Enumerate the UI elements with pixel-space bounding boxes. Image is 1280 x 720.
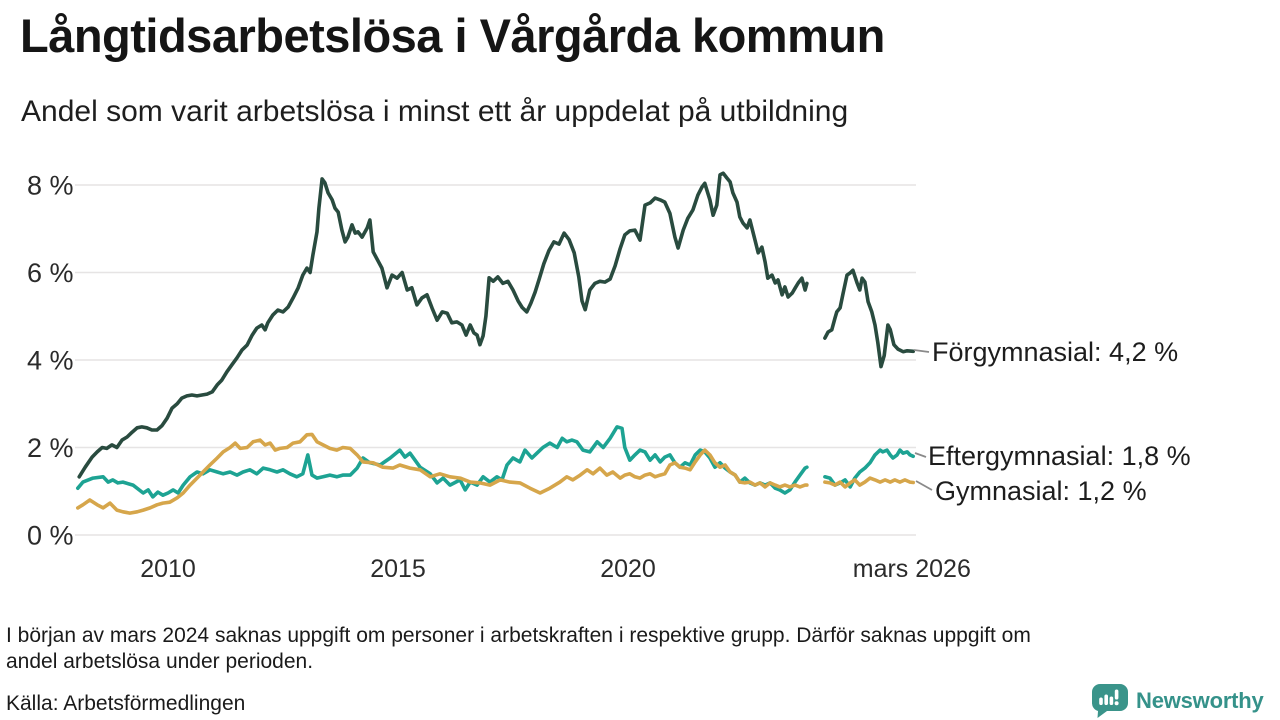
series-end-label-eftergymnasial: Eftergymnasial: 1,8 %: [928, 441, 1191, 471]
newsworthy-wordmark: Newsworthy: [1136, 688, 1264, 713]
series-line-förgymnasial: [77, 171, 809, 479]
chart-footnote: I början av mars 2024 saknas uppgift om …: [6, 623, 1256, 675]
x-tick-label: mars 2026: [853, 555, 971, 583]
series-line-gymnasial: [823, 476, 915, 489]
x-tick-label: 2010: [140, 555, 196, 583]
newsworthy-brand: Newsworthy: [1092, 684, 1264, 718]
leader-forgymnasial: [913, 349, 930, 353]
y-tick-label: 6 %: [27, 258, 74, 288]
series-line-eftergymnasial: [76, 425, 809, 499]
chart-title: Långtidsarbetslösa i Vårgårda kommun: [20, 9, 885, 62]
newsworthy-logo-icon: [1092, 684, 1128, 718]
y-axis-labels: 0 % 2 % 4 % 6 % 8 %: [27, 171, 74, 551]
source-credit: Källa: Arbetsförmedlingen: [6, 692, 246, 715]
leader-eftergymnasial: [914, 452, 927, 458]
y-tick-label: 0 %: [27, 521, 74, 551]
series-lines: [76, 171, 915, 515]
leader-gymnasial: [915, 480, 933, 491]
series-end-label-gymnasial: Gymnasial: 1,2 %: [935, 476, 1147, 506]
y-tick-label: 8 %: [27, 171, 74, 201]
series-line-gymnasial: [76, 432, 809, 515]
chart-subtitle: Andel som varit arbetslösa i minst ett å…: [21, 95, 849, 128]
gridlines: [75, 184, 916, 536]
footnote-line-1: I början av mars 2024 saknas uppgift om …: [6, 624, 1031, 647]
series-line-eftergymnasial: [823, 448, 915, 489]
series-line-förgymnasial: [823, 268, 915, 369]
x-axis-labels: 2010 2015 2020 mars 2026: [140, 555, 971, 583]
footnote-line-2: andel arbetslösa under perioden.: [6, 650, 314, 673]
x-tick-label: 2015: [370, 555, 426, 583]
series-end-label-forgymnasial: Förgymnasial: 4,2 %: [932, 337, 1179, 367]
y-tick-label: 2 %: [27, 433, 74, 463]
x-tick-label: 2020: [600, 555, 656, 583]
label-leader-lines: [913, 349, 933, 491]
y-tick-label: 4 %: [27, 346, 74, 376]
